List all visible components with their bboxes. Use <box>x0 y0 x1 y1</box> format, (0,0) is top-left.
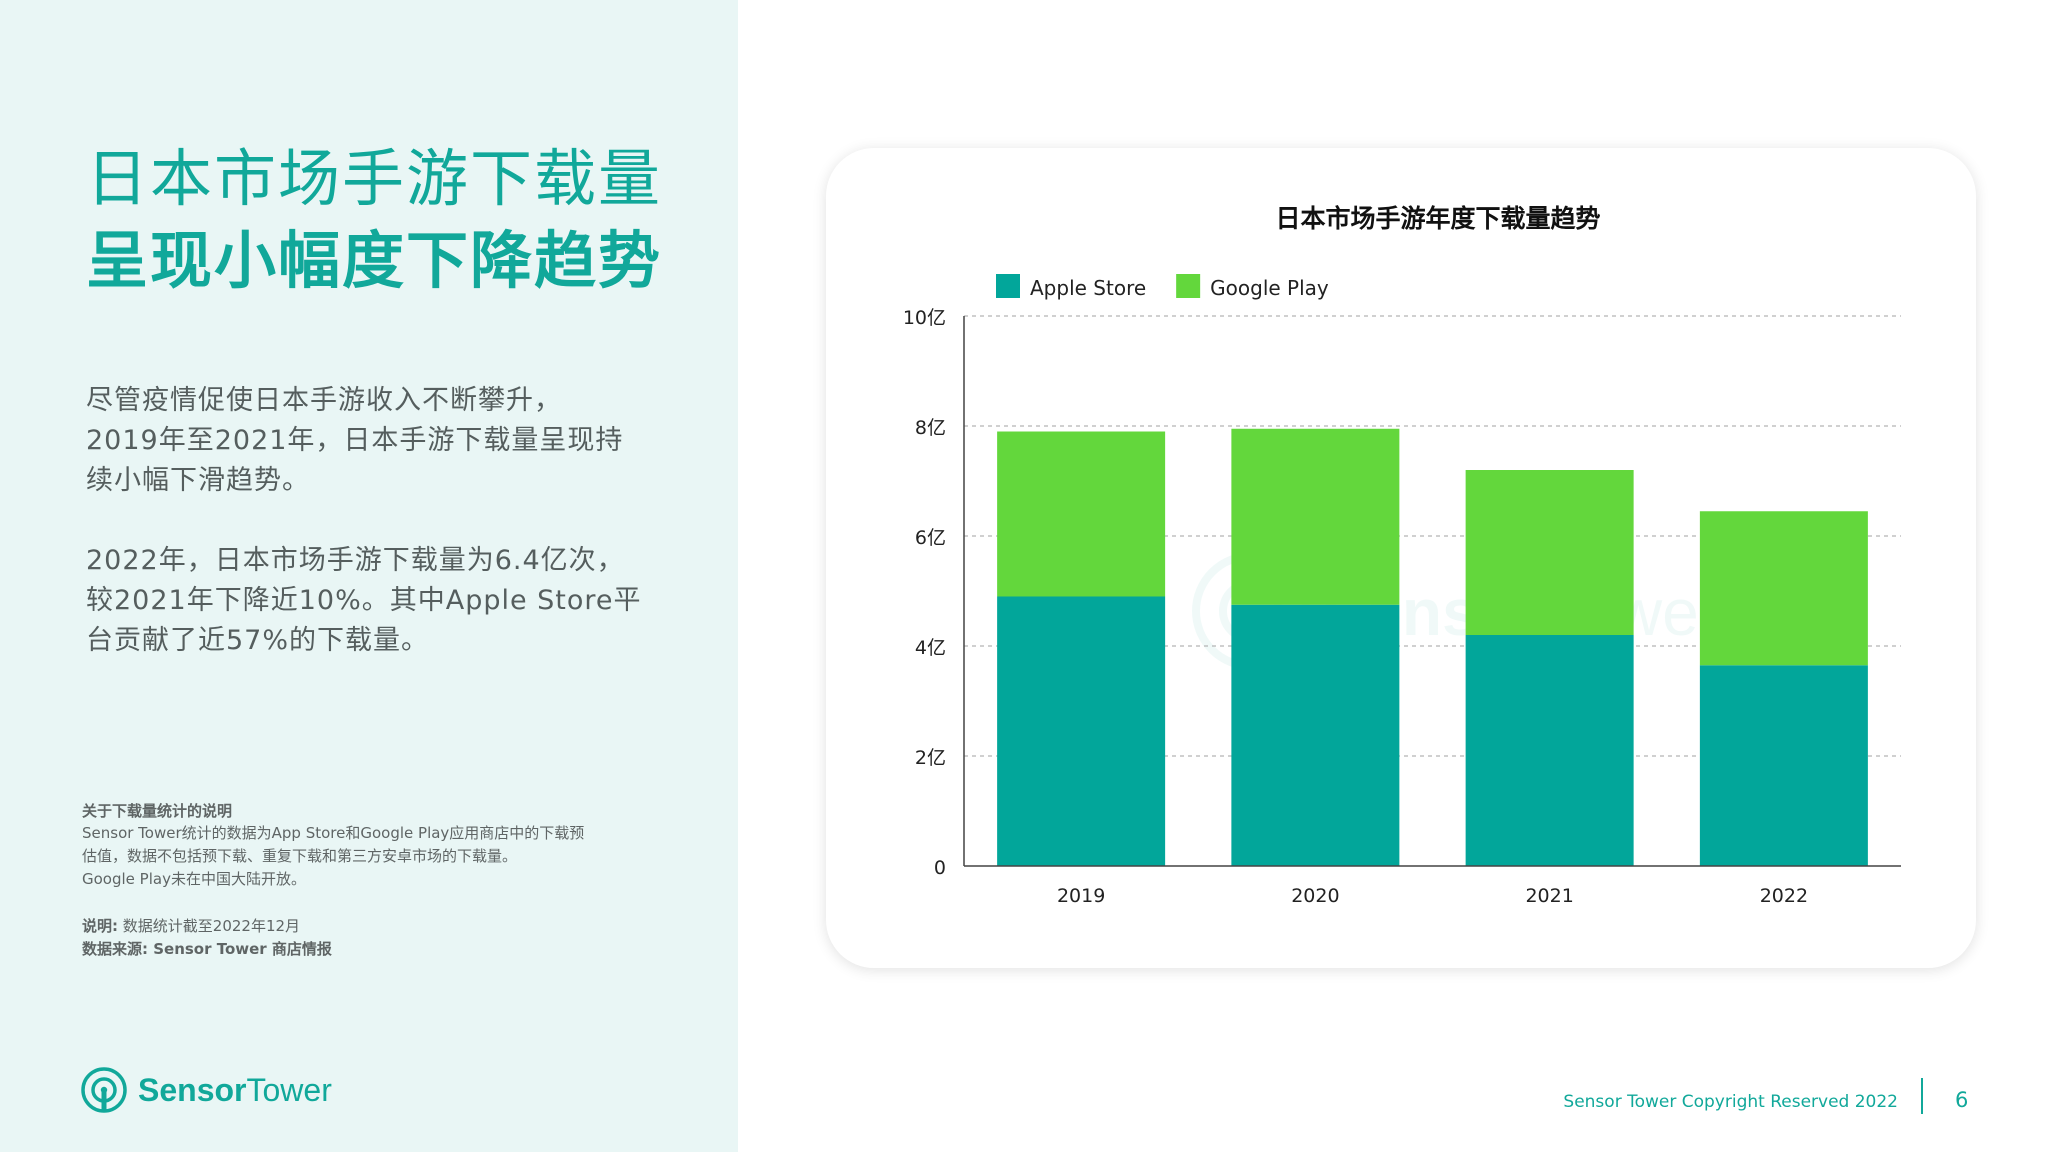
paragraph-2-line: 2022年，日本市场手游下载量为6.4亿次， <box>86 545 625 576</box>
page-number: 6 <box>1955 1088 1969 1112</box>
paragraph-2-line: 台贡献了近57%的下载量。 <box>86 625 430 656</box>
bar-apple-store-2021 <box>1465 635 1634 866</box>
brand-name: SensorTower <box>138 1072 332 1109</box>
bar-google-play-2022 <box>1699 511 1868 666</box>
brand-name-part-2: Tower <box>246 1071 332 1108</box>
explain-row: 说明: 数据统计截至2022年12月 <box>82 915 642 938</box>
download-notes: 关于下载量统计的说明 Sensor Tower统计的数据为App Store和G… <box>82 800 642 961</box>
bar-apple-store-2020 <box>1231 604 1400 866</box>
chart-title: 日本市场手游年度下载量趋势 <box>1275 204 1600 233</box>
paragraph-2-line: 较2021年下降近10%。其中Apple Store平 <box>86 585 642 616</box>
legend-swatch <box>996 274 1020 298</box>
bar-apple-store-2022 <box>1699 665 1868 866</box>
chart-tick-labels: 0 2亿 4亿 6亿 8亿 10亿 2019 2020 2021 2022 <box>903 307 1808 907</box>
notes-line: Google Play未在中国大陆开放。 <box>82 870 306 888</box>
bar-google-play-2021 <box>1465 470 1634 635</box>
paragraph-1-line: 2019年至2021年，日本手游下载量呈现持 <box>86 425 624 456</box>
x-tick-label: 2022 <box>1760 885 1808 907</box>
headline-line-2: 呈现小幅度下降趋势 <box>86 224 663 297</box>
brand-name-part-1: Sensor <box>138 1071 247 1108</box>
legend-label: Apple Store <box>1030 276 1146 300</box>
data-source: 数据来源: Sensor Tower 商店情报 <box>82 940 332 958</box>
y-tick-label: 4亿 <box>915 637 946 659</box>
left-panel: 日本市场手游下载量 呈现小幅度下降趋势 尽管疫情促使日本手游收入不断攀升， 20… <box>0 0 738 1152</box>
notes-line: 估值，数据不包括预下载、重复下载和第三方安卓市场的下载量。 <box>82 847 518 865</box>
x-tick-label: 2019 <box>1057 885 1105 907</box>
bar-apple-store-2019 <box>997 596 1166 866</box>
x-tick-label: 2021 <box>1525 885 1573 907</box>
y-tick-label: 2亿 <box>915 747 946 769</box>
paragraph-1-line: 尽管疫情促使日本手游收入不断攀升， <box>86 385 562 416</box>
chart-bars <box>997 428 1868 866</box>
brand-logo: SensorTower <box>80 1065 332 1115</box>
headline: 日本市场手游下载量 呈现小幅度下降趋势 <box>86 138 662 302</box>
headline-line-1: 日本市场手游下载量 <box>86 142 663 215</box>
notes-meta: 说明: 数据统计截至2022年12月 数据来源: Sensor Tower 商店… <box>82 915 642 961</box>
chart-card: SensorTower 日本市场手游年度下载量趋势 Apple StoreGoo… <box>826 148 1976 968</box>
y-tick-label: 0 <box>934 857 946 879</box>
paragraph-1-line: 续小幅下滑趋势。 <box>86 465 310 496</box>
sensor-tower-icon <box>81 1067 127 1113</box>
explain-value: 数据统计截至2022年12月 <box>122 917 301 935</box>
bar-google-play-2019 <box>997 431 1166 597</box>
x-tick-label: 2020 <box>1291 885 1339 907</box>
chart-legend: Apple Store Google Play <box>996 274 1329 300</box>
y-tick-label: 8亿 <box>915 417 946 439</box>
y-tick-label: 10亿 <box>903 307 946 329</box>
explain-label: 说明: <box>82 917 118 935</box>
footer-divider <box>1921 1078 1923 1114</box>
paragraph-1: 尽管疫情促使日本手游收入不断攀升， 2019年至2021年，日本手游下载量呈现持… <box>86 381 626 501</box>
notes-title: 关于下载量统计的说明 <box>82 802 233 820</box>
stacked-bar-chart: SensorTower 日本市场手游年度下载量趋势 Apple StoreGoo… <box>903 204 1901 907</box>
bar-google-play-2020 <box>1231 428 1400 605</box>
paragraph-2: 2022年，日本市场手游下载量为6.4亿次， 较2021年下降近10%。其中Ap… <box>86 541 642 661</box>
y-tick-label: 6亿 <box>915 527 946 549</box>
chart-axes <box>963 316 1901 867</box>
legend-swatch <box>1176 274 1201 298</box>
legend-label: Google Play <box>1210 276 1329 300</box>
footer-copyright: Sensor Tower Copyright Reserved 2022 <box>1563 1092 1898 1112</box>
notes-line: Sensor Tower统计的数据为App Store和Google Play应… <box>82 824 585 842</box>
